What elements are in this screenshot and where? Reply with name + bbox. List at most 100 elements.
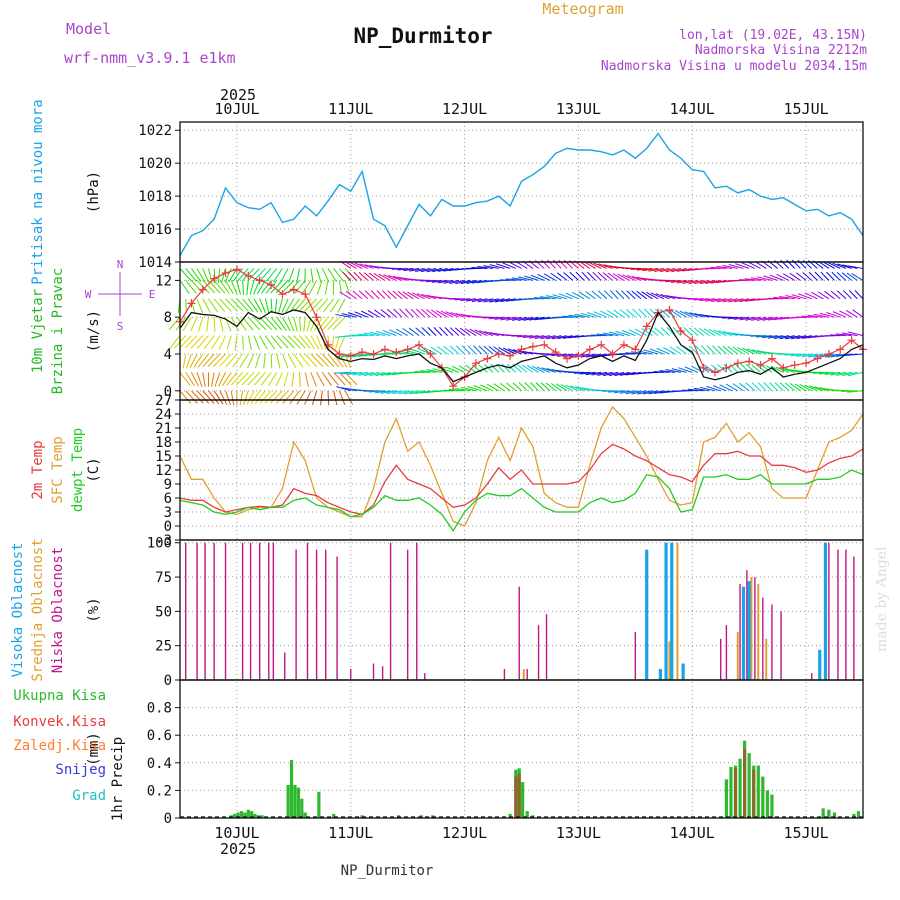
wind-barb xyxy=(211,335,221,350)
wind-barb xyxy=(738,279,755,281)
wind-barb xyxy=(420,370,437,373)
wind-barb xyxy=(739,298,755,303)
wind-barb xyxy=(670,309,682,318)
wind-barb xyxy=(281,353,289,369)
wind-barb xyxy=(364,290,374,300)
chart-title: NP_Durmitor xyxy=(353,24,492,48)
wind-barb xyxy=(185,280,197,294)
wind-barb xyxy=(398,390,414,395)
wind-barb xyxy=(517,276,533,281)
wind-barb xyxy=(308,280,318,295)
y-tick-label: 0.6 xyxy=(147,728,172,744)
cloud-bar xyxy=(372,663,375,680)
precip-total-bar xyxy=(525,811,529,818)
wind-barb xyxy=(699,279,716,285)
cloud-bar xyxy=(306,542,309,680)
wind-barb xyxy=(579,371,596,375)
wind-barb xyxy=(431,309,443,318)
wind-barb xyxy=(739,382,750,392)
wind-gust-marker xyxy=(540,340,549,349)
wind-barb xyxy=(329,298,340,313)
x-tick-label-bottom: 15JUL xyxy=(784,824,829,842)
y-tick-label: 21 xyxy=(155,421,172,437)
wind-barb xyxy=(316,280,323,295)
wind-barb xyxy=(282,335,295,349)
cloud-bar xyxy=(681,663,685,680)
cloud-bar xyxy=(739,583,741,680)
wind-barb xyxy=(571,291,585,300)
wind-barb xyxy=(239,353,249,368)
wind-gust-marker xyxy=(608,350,617,358)
wind-barb xyxy=(347,312,363,318)
wind-barb xyxy=(836,371,852,376)
wind-barb xyxy=(274,298,278,314)
wind-barb xyxy=(354,262,369,269)
cloud-bar xyxy=(268,542,270,680)
wind-gust-marker xyxy=(198,285,207,294)
cloud-bar xyxy=(196,542,198,680)
wind-barb xyxy=(253,372,266,386)
wind-barb xyxy=(230,280,238,295)
wind-barb xyxy=(728,298,744,303)
pressure-axis-label: Pritisak na nivou mora xyxy=(30,99,46,284)
wind-barb xyxy=(301,280,312,295)
wind-barb xyxy=(733,298,750,303)
wind-barb xyxy=(299,317,302,332)
wind-barb xyxy=(467,386,482,392)
wind-barb xyxy=(804,292,818,300)
wind-barb xyxy=(613,390,630,394)
wind-barb xyxy=(480,384,494,392)
wind-barb xyxy=(847,353,864,356)
wind-barb xyxy=(541,367,556,373)
wind-barb xyxy=(499,382,511,392)
wind-barb xyxy=(550,272,562,281)
precip-total-bar xyxy=(286,784,290,818)
wind-barb xyxy=(597,290,608,300)
wind-barb xyxy=(368,390,385,393)
wind-gust-marker xyxy=(699,363,708,372)
wind-gust-marker xyxy=(335,350,344,358)
wind-barb xyxy=(247,298,259,313)
wind-barb xyxy=(789,383,801,392)
model-name: wrf-nmm_v3.9.1 e1km xyxy=(64,49,236,67)
wind-barb xyxy=(387,290,397,300)
wind-barb xyxy=(699,298,716,302)
wind-gust-marker xyxy=(403,345,412,354)
wind-barb xyxy=(310,268,314,283)
wind-barb xyxy=(506,382,517,392)
wind-barb xyxy=(817,291,830,300)
wind-barb xyxy=(523,316,539,321)
wind-barb xyxy=(847,371,864,377)
wind-barb xyxy=(517,364,528,373)
wind-barb xyxy=(293,353,304,368)
wind-barb xyxy=(603,290,613,300)
wind-barb xyxy=(237,268,249,282)
wind-barb xyxy=(750,277,767,281)
cloud-bar xyxy=(670,542,674,680)
wind-barb xyxy=(612,273,625,281)
wind-barb xyxy=(179,335,192,349)
wind-barb xyxy=(507,348,522,355)
wind-barb xyxy=(671,368,687,373)
wind-barb xyxy=(477,298,494,303)
wind-gust-marker xyxy=(631,345,640,354)
wind-barb xyxy=(367,310,380,318)
wind-gust-marker xyxy=(619,340,628,349)
wind-barb xyxy=(727,316,744,320)
wind-barb xyxy=(241,372,255,386)
wind-barb xyxy=(649,348,664,355)
wind-barb xyxy=(684,311,699,318)
wind-barb xyxy=(403,267,420,272)
footer-station: NP_Durmitor xyxy=(341,863,434,879)
year-label-bottom: 2025 xyxy=(220,840,256,858)
wind-barb xyxy=(774,382,784,392)
wind-barb xyxy=(225,298,238,312)
wind-gust-marker xyxy=(267,281,276,289)
precip-total-bar xyxy=(246,809,250,818)
wind-barb xyxy=(182,353,187,369)
wind-barb xyxy=(414,371,431,373)
wind-barb xyxy=(439,326,448,336)
wind-barb xyxy=(415,390,431,395)
wind-barb xyxy=(790,353,807,357)
wind-barb xyxy=(467,345,477,355)
